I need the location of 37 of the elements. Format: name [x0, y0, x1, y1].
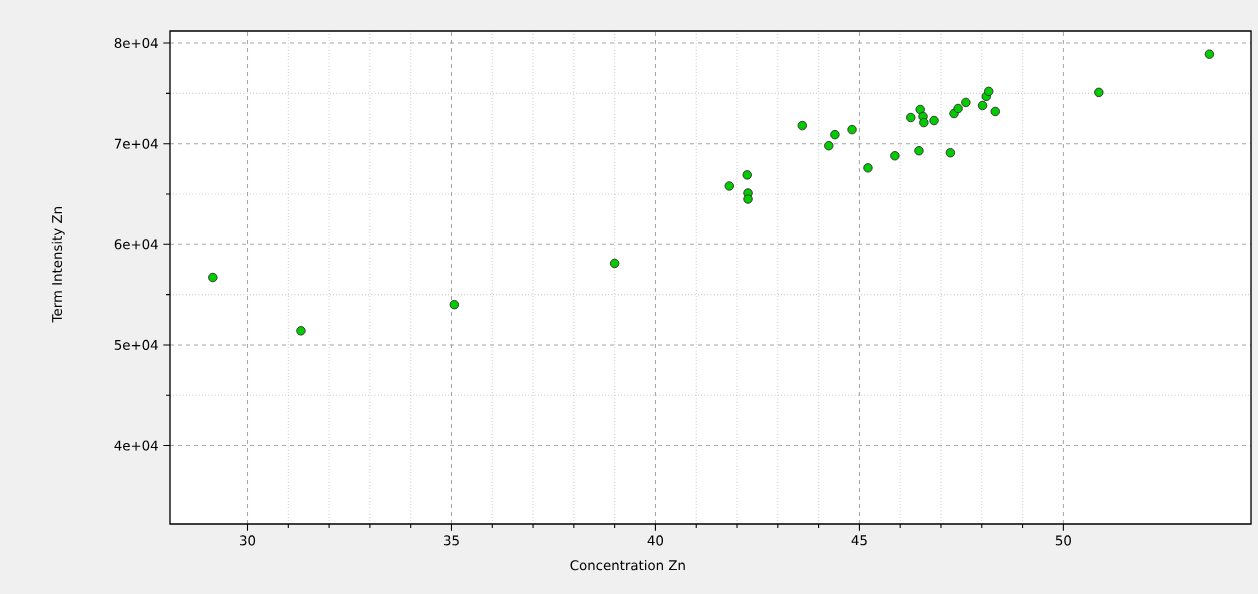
point — [824, 140, 834, 151]
point — [863, 163, 873, 173]
y-axis-title: Term Intensity Zn — [51, 207, 65, 323]
point — [1204, 49, 1215, 59]
point — [797, 120, 808, 131]
y-tick-label: 7e+04 — [114, 138, 158, 149]
point — [847, 124, 857, 135]
point — [977, 100, 988, 111]
point — [742, 170, 752, 180]
x-axis-title: Concentration Zn — [570, 559, 685, 571]
point — [906, 112, 916, 123]
point — [919, 117, 929, 128]
point — [724, 181, 734, 191]
point — [961, 97, 971, 108]
point — [1094, 87, 1104, 98]
point — [609, 258, 620, 269]
x-tick-label: 45 — [851, 535, 867, 546]
y-tick-label: 6e+04 — [114, 239, 158, 250]
point — [743, 194, 753, 204]
y-tick-label: 4e+04 — [114, 440, 158, 451]
point — [953, 103, 963, 114]
point — [890, 151, 900, 161]
point — [830, 129, 840, 140]
point — [929, 115, 939, 126]
point — [945, 148, 956, 158]
point — [449, 299, 460, 310]
point — [914, 146, 924, 156]
point — [983, 86, 994, 97]
y-tick-label: 8e+04 — [114, 38, 158, 49]
x-tick-label: 35 — [444, 535, 459, 546]
x-tick-label: 30 — [240, 535, 256, 546]
point — [296, 326, 306, 336]
point — [990, 106, 1000, 117]
point — [208, 272, 218, 283]
x-tick-label: 50 — [1055, 535, 1071, 546]
y-tick-label: 5e+04 — [114, 339, 158, 350]
x-tick-label: 40 — [647, 535, 664, 546]
